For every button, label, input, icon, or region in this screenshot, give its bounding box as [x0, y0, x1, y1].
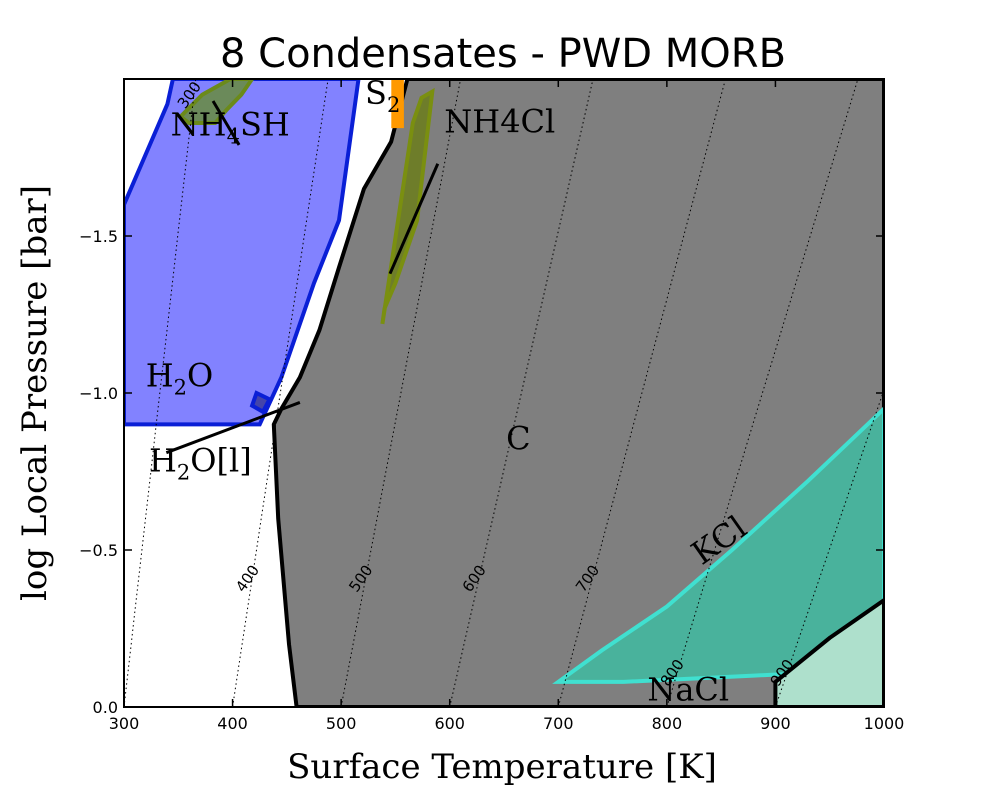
x-axis-label: Surface Temperature [K]: [287, 747, 717, 786]
region-h2o: [124, 79, 361, 427]
leader-nh4sh: [211, 100, 241, 146]
label-h2o-l: H2O[l]: [149, 442, 252, 485]
x-tick-label-1000: 1000: [864, 714, 905, 733]
leader-nh4cl: [388, 163, 440, 275]
x-tick-label-500: 500: [326, 714, 357, 733]
region-h2o-l: [249, 390, 273, 415]
x-tick-label-400: 400: [217, 714, 248, 733]
label-s2: S2: [365, 74, 400, 117]
label-nh4sh: NH4SH: [171, 106, 290, 149]
y-tick-label-1: −0.5: [79, 541, 118, 560]
y-tick-label-0: 0.0: [93, 698, 118, 717]
isotherm-700: [557, 79, 726, 707]
y-tick-label-2: −1.0: [79, 384, 118, 403]
isotherm-800: [666, 79, 859, 707]
label-nh4cl: NH4Cl: [444, 102, 555, 140]
x-tick-label-800: 800: [652, 714, 683, 733]
y-tick-label-3: −1.5: [79, 227, 118, 246]
region-nh4sh: [177, 79, 255, 125]
label-leader-lines: [165, 100, 440, 455]
isotherm-300: [124, 79, 197, 707]
y-axis-ticks: 0.0 −0.5 −1.0 −1.5: [79, 227, 884, 717]
isotherm-600: [449, 79, 594, 707]
region-nacl: [773, 597, 884, 707]
condensate-regions: [124, 79, 884, 707]
isotherm-500: [340, 79, 462, 707]
region-s2: [391, 79, 404, 129]
x-tick-label-900: 900: [760, 714, 791, 733]
label-c: C: [506, 420, 530, 458]
chart-title: 8 Condensates - PWD MORB: [220, 31, 786, 77]
y-axis-label: log Local Pressure [bar]: [15, 185, 55, 601]
x-axis-ticks: 300 400 500 600 700 800 900 1000: [109, 79, 905, 733]
label-nacl: NaCl: [647, 671, 729, 709]
leader-h2o-l: [165, 401, 301, 455]
x-tick-label-300: 300: [109, 714, 140, 733]
region-kcl: [552, 405, 884, 684]
label-h2o: H2O: [146, 357, 214, 400]
plot-area: 150200300400500600700800900 H2OH2O[l]CNH…: [123, 74, 885, 709]
x-tick-label-600: 600: [434, 714, 465, 733]
x-tick-label-700: 700: [543, 714, 574, 733]
